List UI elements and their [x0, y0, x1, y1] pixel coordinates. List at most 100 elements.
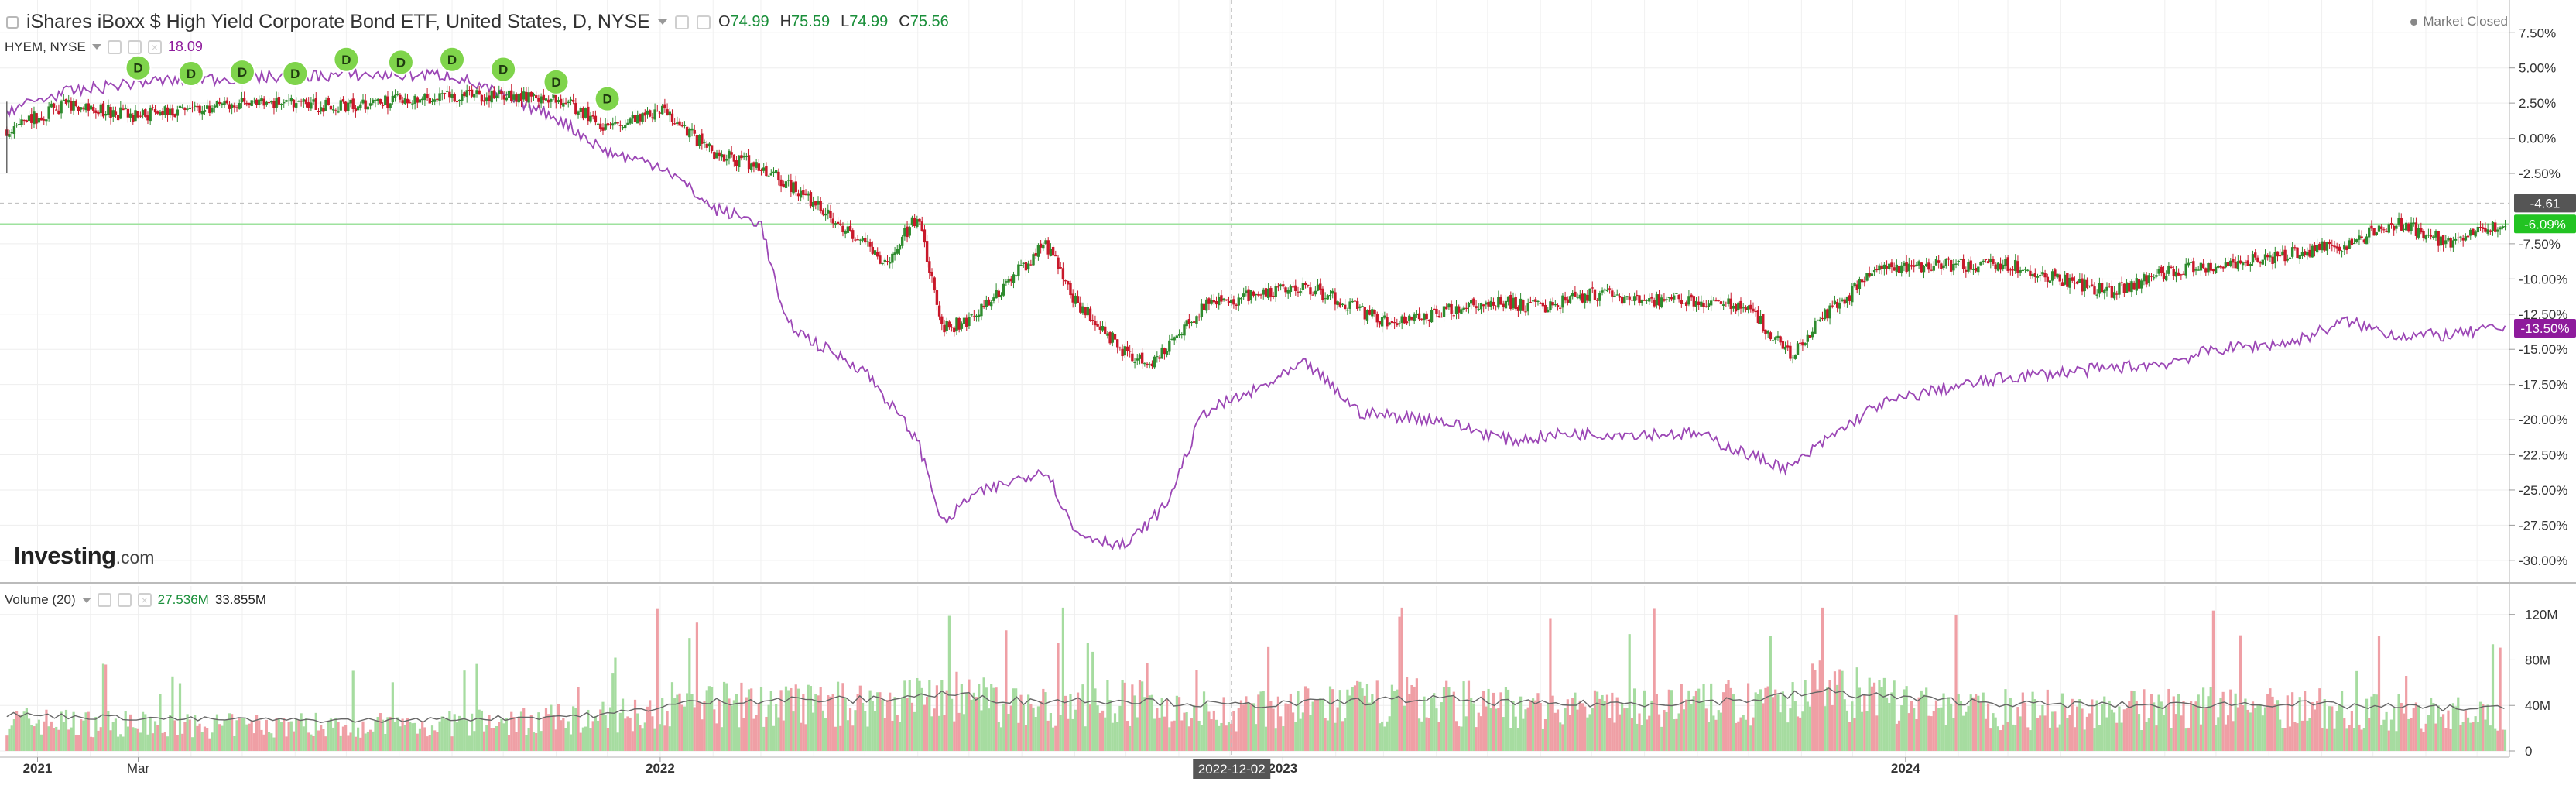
candle-up	[2103, 290, 2106, 294]
volume-bar-down	[1242, 704, 1245, 751]
dividend-marker-label: D	[133, 61, 142, 76]
eye-icon[interactable]	[97, 593, 111, 607]
candle-down	[2313, 245, 2317, 252]
volume-bar-up	[27, 718, 31, 751]
candle-down	[1405, 321, 1409, 324]
candle-down	[1452, 315, 1456, 317]
volume-bar-up	[8, 728, 11, 751]
volume-bar-up	[1460, 726, 1463, 751]
volume-bar-up	[12, 718, 16, 751]
candle-down	[2328, 242, 2331, 245]
candle-up	[955, 317, 958, 331]
chevron-down-icon[interactable]	[657, 19, 667, 25]
candle-up	[2095, 294, 2098, 296]
candle-up	[2056, 273, 2059, 278]
settings-icon[interactable]	[117, 593, 132, 607]
candle-up	[2496, 229, 2499, 232]
volume-bar-down	[2482, 704, 2485, 751]
dividend-marker[interactable]	[228, 59, 255, 86]
candle-down	[594, 115, 598, 123]
volume-bar-down	[436, 732, 439, 751]
volume-bar-up	[2207, 696, 2210, 751]
volume-bar-down	[1353, 685, 1357, 751]
candle-up	[1588, 288, 1591, 302]
candle-down	[2160, 266, 2163, 273]
volume-bar-up	[1719, 712, 1723, 751]
candle-up	[755, 162, 758, 168]
candle-up	[1603, 289, 1606, 291]
volume-bar-down	[1479, 716, 1483, 751]
candle-up	[846, 226, 850, 233]
volume-bar-up	[796, 688, 800, 751]
volume-tick-label: 40M	[2525, 698, 2550, 713]
volume-bar-down	[2174, 714, 2178, 751]
chevron-down-icon[interactable]	[81, 597, 91, 603]
volume-bar-up	[2078, 698, 2081, 751]
chevron-down-icon[interactable]	[91, 44, 101, 50]
candle-down	[329, 105, 333, 110]
dividend-marker[interactable]	[543, 68, 570, 95]
candle-up	[1675, 293, 1678, 294]
candle-up	[1237, 297, 1240, 306]
candle-down	[1947, 258, 1951, 260]
volume-bar-down	[1331, 689, 1334, 751]
volume-bar-up	[144, 714, 147, 751]
dividend-marker[interactable]	[490, 56, 517, 83]
candle-down	[2323, 242, 2326, 251]
candle-up	[186, 108, 189, 110]
volume-bar-down	[161, 732, 164, 751]
volume-ma-line-path	[6, 687, 2505, 724]
candle-down	[2400, 218, 2403, 231]
volume-bar-up	[1442, 687, 1446, 751]
dividend-marker[interactable]	[387, 49, 414, 76]
volume-bar-down	[492, 728, 495, 751]
candle-up	[2412, 222, 2415, 224]
candle-down	[554, 93, 557, 103]
volume-bar-down	[2313, 709, 2317, 751]
collapse-toggle-icon[interactable]	[6, 15, 19, 29]
volume-bar-up	[1690, 704, 1693, 751]
dividend-marker[interactable]	[439, 46, 466, 73]
candle-down	[1779, 336, 1782, 343]
dividend-marker[interactable]	[177, 60, 204, 87]
volume-bar-up	[1665, 711, 1668, 751]
volume-bar-down	[1210, 719, 1213, 751]
settings-icon[interactable]	[127, 39, 142, 54]
close-icon[interactable]: ×	[147, 39, 162, 54]
volume-bar-up	[1326, 720, 1329, 751]
volume-bar-up	[641, 728, 644, 751]
eye-icon[interactable]	[107, 39, 122, 54]
candle-up	[512, 94, 516, 100]
eye-icon[interactable]	[674, 15, 689, 29]
volume-bar-up	[215, 714, 219, 751]
candle-down	[379, 98, 382, 104]
candle-up	[2187, 262, 2191, 266]
candle-down	[1091, 320, 1094, 321]
volume-bar-up	[84, 712, 87, 751]
volume-bar-up	[972, 692, 975, 751]
dividend-marker[interactable]	[282, 60, 309, 87]
dividend-marker[interactable]	[125, 54, 152, 81]
candle-up	[119, 107, 122, 119]
candle-up	[1469, 300, 1473, 304]
volume-bar-up	[901, 697, 904, 751]
volume-bar-down	[2300, 720, 2304, 751]
close-icon[interactable]: ×	[137, 593, 152, 607]
candle-up	[1632, 296, 1636, 301]
volume-bar-up	[2469, 722, 2472, 751]
volume-bar-up	[2457, 697, 2460, 751]
dividend-marker[interactable]	[594, 85, 621, 112]
dividend-marker[interactable]	[333, 46, 360, 73]
volume-bar-down	[646, 706, 649, 751]
candle-up	[275, 97, 278, 108]
volume-bar-up	[1430, 697, 1434, 751]
candle-down	[428, 98, 431, 104]
volume-bar-up	[366, 731, 369, 751]
candle-down	[1608, 288, 1612, 290]
candle-up	[858, 239, 862, 241]
volume-bar-up	[153, 721, 157, 751]
settings-icon[interactable]	[696, 15, 711, 29]
candle-up	[289, 98, 293, 102]
